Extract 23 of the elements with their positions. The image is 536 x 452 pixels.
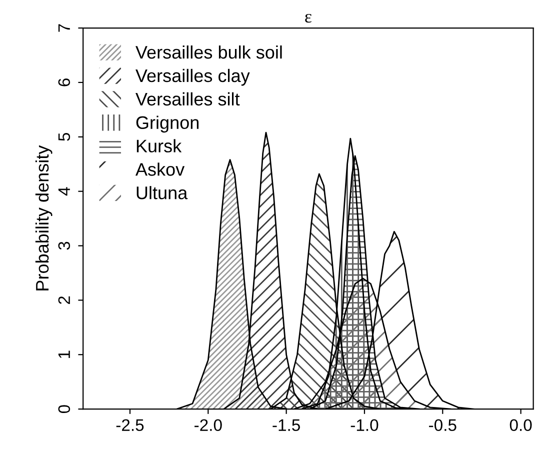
y-tick-label: 1 [58, 350, 70, 358]
y-tick-label: 6 [58, 78, 70, 86]
legend-label: Versailles bulk soil [136, 45, 282, 59]
x-tick-label: -2.5 [116, 419, 144, 432]
y-tick-label: 3 [58, 242, 70, 250]
y-tick-label: 7 [58, 24, 70, 32]
y-tick-label: 5 [58, 132, 70, 141]
legend-label: Grignon [136, 116, 199, 133]
y-tick-label: 2 [58, 296, 70, 304]
x-tick-label: -0.5 [429, 419, 456, 432]
y-tick-label: 0 [58, 405, 70, 414]
legend-label: Kursk [136, 139, 182, 152]
x-tick-label: -1.5 [272, 419, 300, 432]
x-tick-label: -2.0 [194, 419, 222, 432]
legend-label: Versailles silt [136, 92, 240, 106]
x-tick-label: -1.0 [350, 419, 378, 432]
legend-label: Askov [135, 162, 185, 176]
y-tick-label: 4 [58, 187, 70, 196]
legend-label: Ultuna [136, 186, 188, 200]
y-axis-title: Probability density [35, 145, 52, 290]
legend-label: Versailles clay [136, 68, 250, 86]
chart-title: ε [305, 14, 312, 23]
x-tick-label: 0.0 [510, 419, 532, 432]
